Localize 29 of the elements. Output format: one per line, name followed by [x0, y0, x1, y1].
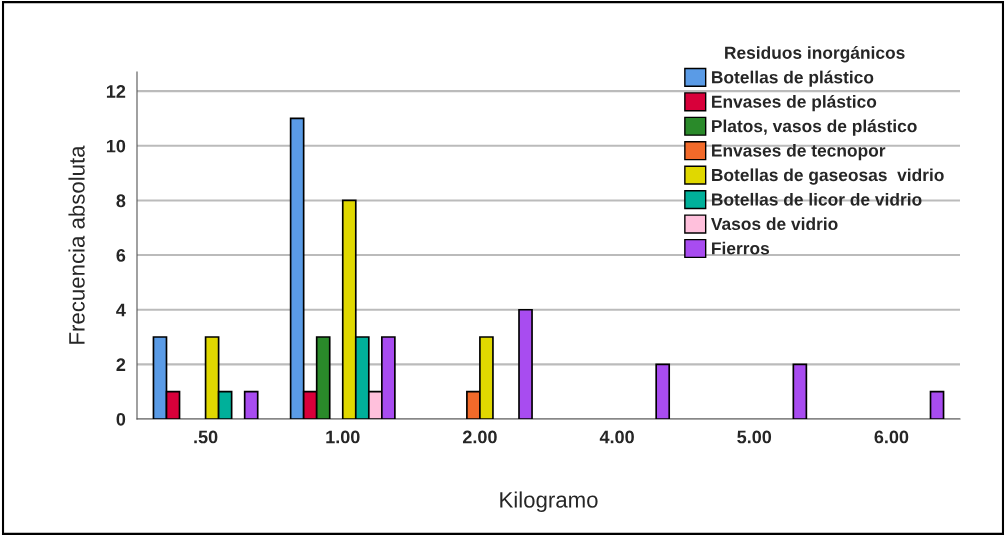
x-tick-label: 6.00	[874, 430, 909, 444]
x-tick-label: 1.00	[326, 430, 360, 444]
x-tick-label: 2.00	[462, 430, 497, 444]
bar	[792, 363, 808, 419]
legend-label: Platos, vasos de plástico	[712, 119, 917, 136]
y-axis-title: Frecuencia absoluta	[68, 145, 85, 344]
y-tick-label: 2	[116, 358, 126, 371]
y-tick-label: 6	[116, 249, 126, 262]
legend-label: Botellas de plástico	[712, 70, 874, 87]
bar	[655, 363, 671, 419]
y-tick-label: 8	[116, 194, 126, 208]
legend-label: Envases de tecnopor	[712, 143, 886, 161]
bar	[243, 390, 259, 419]
legend-label: Fierros	[712, 241, 770, 255]
bar	[518, 308, 533, 419]
legend-label: Botellas de gaseosas vidrio	[712, 168, 944, 185]
y-tick-label: 4	[116, 303, 126, 317]
y-tick-label: 10	[106, 139, 126, 153]
y-tick-label: 12	[106, 85, 126, 98]
x-axis-title: Kilogramo	[500, 491, 598, 513]
y-tick-label: 0	[116, 412, 126, 426]
legend-label: Botellas de licor de vidrio	[712, 192, 922, 206]
x-tick-label: 4.00	[599, 430, 634, 444]
bar	[929, 390, 945, 419]
x-tick-label: 5.00	[737, 430, 772, 444]
x-tick-label: .50	[194, 430, 218, 444]
legend-label: Envases de plástico	[712, 94, 877, 112]
legend-label: Vasos de vidrio	[711, 217, 838, 231]
legend-title: Residuos inorgánicos	[725, 45, 905, 63]
